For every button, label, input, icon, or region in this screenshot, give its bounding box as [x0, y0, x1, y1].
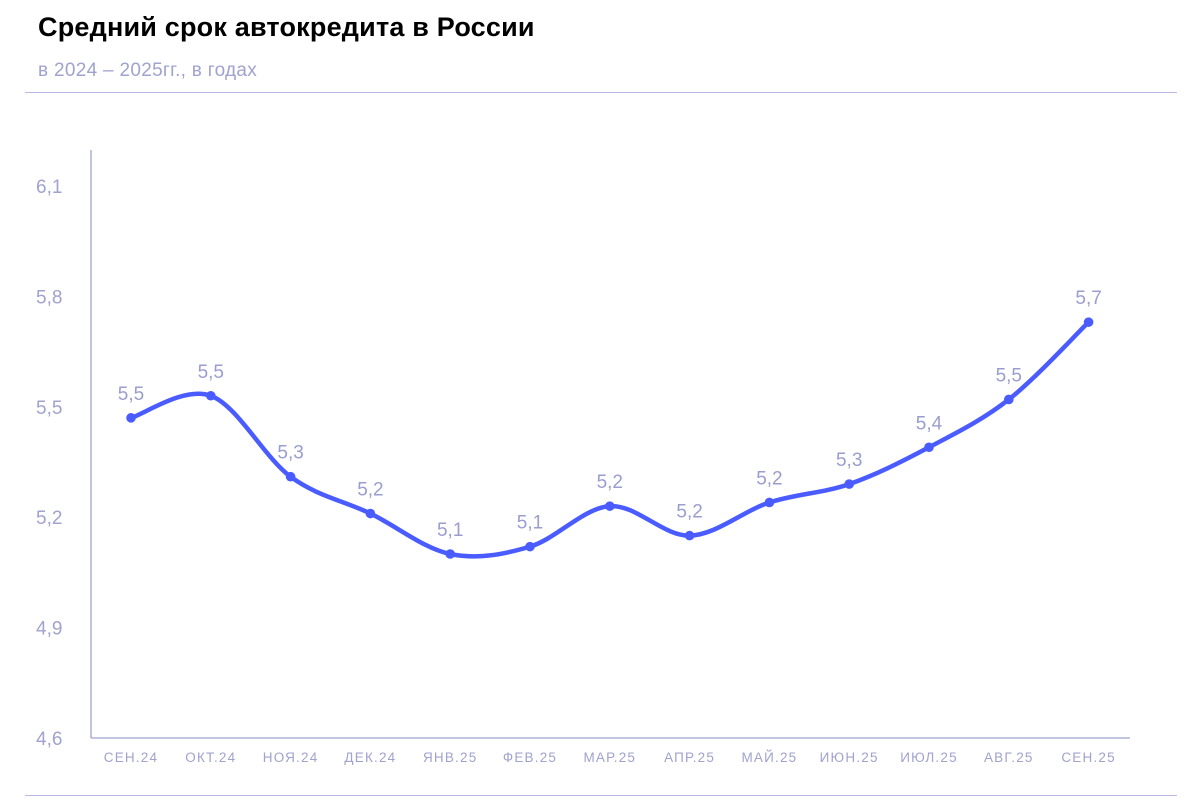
- x-tick-label: СЕН.25: [1061, 750, 1115, 765]
- chart-subtitle: в 2024 – 2025гг., в годах: [38, 60, 258, 81]
- chart-title: Средний срок автокредита в России: [38, 12, 535, 42]
- x-tick-label: АПР.25: [664, 750, 715, 765]
- data-point: [285, 471, 296, 482]
- x-tick-label: НОЯ.24: [263, 750, 319, 765]
- data-point: [525, 541, 535, 552]
- data-point: [924, 442, 934, 453]
- y-tick-label: 4,6: [36, 729, 62, 750]
- x-tick-label: ОКТ.24: [185, 750, 236, 765]
- series-layer: [126, 317, 1094, 559]
- data-point: [844, 479, 854, 489]
- bottom-divider: [25, 795, 1177, 796]
- data-label: 5,2: [676, 502, 702, 523]
- data-label: 5,2: [357, 480, 383, 501]
- data-point: [206, 390, 216, 401]
- x-tick-label: ИЮЛ.25: [900, 750, 958, 765]
- data-label: 5,5: [996, 365, 1022, 386]
- x-axis-ticks: СЕН.24 ОКТ.24 НОЯ.24 ДЕК.24 ЯНВ.25 ФЕВ.25 МАР.…: [104, 750, 1115, 765]
- data-point: [1004, 394, 1014, 405]
- data-label: 5,7: [1075, 288, 1101, 309]
- x-tick-label: ЯНВ.25: [423, 750, 477, 765]
- series-line: [128, 319, 1091, 559]
- x-tick-label: ФЕВ.25: [503, 750, 557, 765]
- data-point: [1083, 317, 1094, 327]
- y-tick-label: 5,5: [36, 398, 62, 419]
- data-label: 5,2: [597, 472, 623, 493]
- data-label: 5,5: [198, 362, 224, 383]
- data-label: 5,1: [437, 520, 463, 541]
- x-tick-label: ДЕК.24: [344, 750, 396, 765]
- data-point: [684, 530, 695, 541]
- data-labels: 5,5 5,5 5,3 5,2 5,1 5,1 5,2 5,2 5,2 5,3 5,4 5,5 5,7: [118, 288, 1102, 541]
- y-tick-label: 5,8: [36, 287, 62, 308]
- top-divider: [25, 92, 1177, 93]
- data-label: 5,4: [916, 413, 943, 434]
- x-tick-label: СЕН.24: [104, 750, 158, 765]
- data-point: [365, 508, 376, 519]
- y-tick-label: 4,9: [36, 619, 62, 640]
- data-label: 5,1: [517, 513, 543, 534]
- data-label: 5,3: [277, 443, 303, 464]
- chart-axes: [90, 150, 1130, 739]
- x-tick-label: МАР.25: [583, 750, 636, 765]
- data-point: [445, 549, 456, 559]
- y-tick-label: 6,1: [36, 177, 62, 198]
- data-point: [126, 413, 136, 423]
- x-tick-label: МАЙ.25: [741, 750, 797, 765]
- x-tick-label: ИЮН.25: [820, 750, 879, 765]
- y-axis-ticks: 4,6 4,9 5,2 5,5 5,8 6,1: [36, 177, 62, 750]
- x-tick-label: АВГ.25: [984, 750, 1034, 765]
- y-tick-label: 5,2: [36, 508, 62, 529]
- data-point: [605, 501, 615, 511]
- data-label: 5,2: [756, 468, 782, 489]
- data-point: [764, 497, 775, 508]
- data-label: 5,3: [836, 450, 862, 471]
- data-label: 5,5: [118, 384, 144, 405]
